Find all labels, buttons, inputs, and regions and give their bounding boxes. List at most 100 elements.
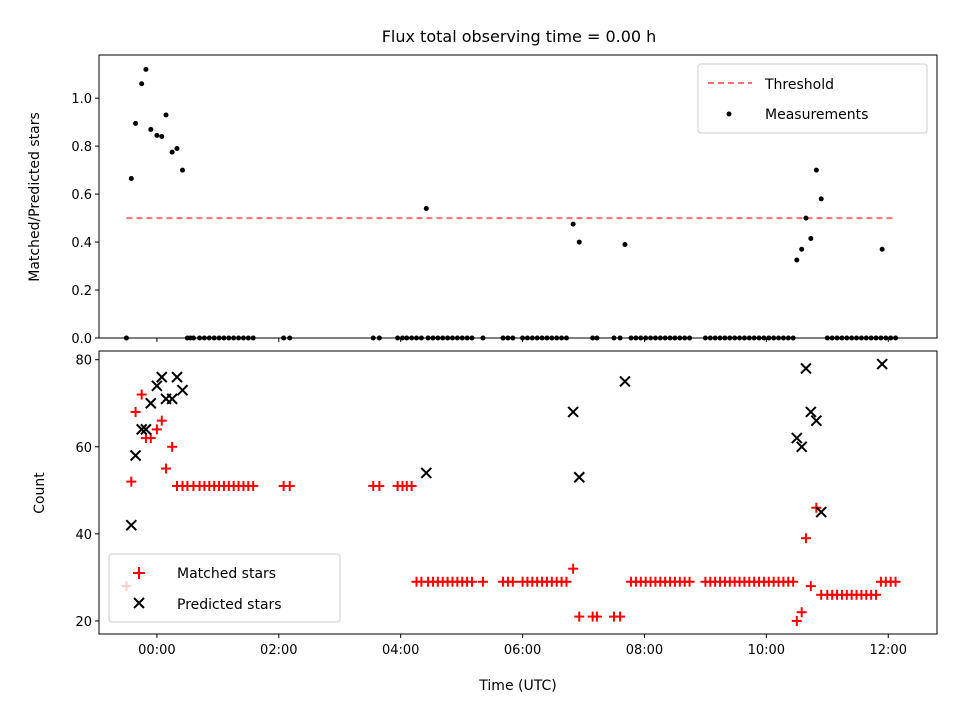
matched-star-point [136, 389, 147, 400]
measurement-point [148, 126, 154, 132]
measurements-legend-label: Measurements [765, 107, 868, 123]
predicted-star-point [151, 380, 163, 392]
measurement-point [179, 167, 185, 173]
measurement-point [143, 66, 149, 72]
matched-star-point [791, 615, 802, 626]
count-legend-box [108, 553, 341, 623]
predicted-star-point [420, 467, 432, 479]
measurement-point [423, 205, 429, 211]
y-tick-label: 60 [75, 441, 92, 456]
measurement-point [174, 146, 180, 152]
matched-star-point [130, 406, 141, 417]
predicted-star-point [876, 358, 888, 370]
y-tick-label: 0.2 [71, 284, 92, 299]
matched-star-point [561, 576, 572, 587]
x-tick-label: 00:00 [138, 643, 175, 658]
matched-star-point [156, 415, 167, 426]
y-tick-label: 80 [75, 354, 92, 369]
matched-star-point [684, 576, 695, 587]
matched-star-point [871, 589, 882, 600]
matched-star-point [477, 576, 488, 587]
matched-star-point [788, 576, 799, 587]
x-tick-label: 06:00 [504, 643, 541, 658]
matched-star-point [568, 563, 579, 574]
matched-star-point [145, 433, 156, 444]
predicted-legend-label: Predicted stars [177, 597, 282, 613]
y-tick-label: 0.8 [71, 140, 92, 155]
y-tick-label: 20 [75, 615, 92, 630]
measurement-point [159, 134, 165, 140]
y-tick-label: 40 [75, 528, 92, 543]
predicted-legend-swatch [133, 597, 145, 609]
y-tick-label: 0.0 [71, 332, 92, 347]
measurement-point [169, 149, 175, 155]
matched-star-point [800, 533, 811, 544]
measurement-point [154, 132, 160, 138]
matched-star-point [284, 480, 295, 491]
matched-star-point [126, 476, 137, 487]
predicted-star-point [805, 406, 817, 418]
ratio-legend-box [697, 63, 928, 134]
measurement-point [818, 196, 824, 202]
matched-star-point [151, 424, 162, 435]
predicted-star-point [171, 371, 183, 383]
ratio-y-axis-label: Matched/Predicted stars [27, 112, 43, 282]
y-tick-label: 0.6 [71, 188, 92, 203]
x-axis-label: Time (UTC) [478, 678, 556, 694]
measurement-point [139, 81, 145, 87]
measurement-point [128, 176, 134, 182]
measurement-point [576, 239, 582, 245]
measurement-point [803, 215, 809, 221]
matched-star-point [805, 581, 816, 592]
predicted-star-point [166, 393, 178, 405]
measurement-point [879, 246, 885, 252]
count-panel-marks [121, 358, 901, 626]
measurement-point [808, 235, 814, 241]
ratio-legend: Threshold Measurements [697, 63, 928, 134]
predicted-star-point [176, 384, 189, 396]
measurement-point [794, 257, 800, 263]
x-tick-label: 04:00 [382, 643, 419, 658]
matched-star-point [796, 607, 807, 618]
matched-star-point [406, 480, 417, 491]
matched-star-point [574, 611, 585, 622]
matched-legend-label: Matched stars [177, 566, 276, 582]
predicted-star-point [567, 406, 579, 418]
ratio-panel: 0.0 0.2 0.4 0.6 0.8 1.0 Matched/Predicted sta… [27, 54, 938, 347]
matched-legend-swatch [133, 567, 145, 579]
matched-star-point [161, 463, 172, 474]
matched-star-point [466, 576, 477, 587]
count-panel-ticks: 20 40 60 80 00:00 02:00 04:00 06:00 08:00 10:00 12… [75, 354, 907, 658]
x-tick-label: 02:00 [260, 643, 297, 658]
count-y-axis-label: Count [32, 472, 48, 514]
predicted-star-point [145, 397, 157, 409]
predicted-star-point [791, 432, 803, 444]
threshold-legend-label: Threshold [764, 77, 834, 93]
predicted-star-point [573, 471, 585, 483]
x-tick-label: 12:00 [870, 643, 907, 658]
matched-star-point [507, 576, 518, 587]
measurement-point [133, 120, 139, 126]
predicted-star-point [619, 375, 631, 388]
count-panel-frame [98, 350, 938, 635]
count-legend: Matched stars Predicted stars [108, 553, 341, 623]
count-panel: 20 40 60 80 00:00 02:00 04:00 06:00 08:00 10:00 12… [32, 350, 938, 694]
matched-star-point [890, 576, 901, 587]
predicted-star-point [125, 519, 138, 531]
matched-star-point [248, 480, 259, 491]
chart-title: Flux total observing time = 0.00 h [382, 27, 657, 46]
x-tick-label: 08:00 [626, 643, 663, 658]
matched-star-point [374, 480, 385, 491]
measurements-legend-swatch [726, 111, 732, 117]
predicted-star-point [810, 414, 823, 427]
measurement-point [163, 112, 169, 118]
y-tick-label: 0.4 [71, 236, 92, 251]
measurement-point [813, 167, 819, 173]
predicted-star-point [795, 441, 808, 453]
predicted-star-point [129, 449, 142, 462]
measurement-point [570, 221, 576, 227]
matched-star-point [167, 441, 178, 452]
ratio-panel-frame [98, 54, 938, 339]
predicted-star-point [140, 423, 152, 436]
